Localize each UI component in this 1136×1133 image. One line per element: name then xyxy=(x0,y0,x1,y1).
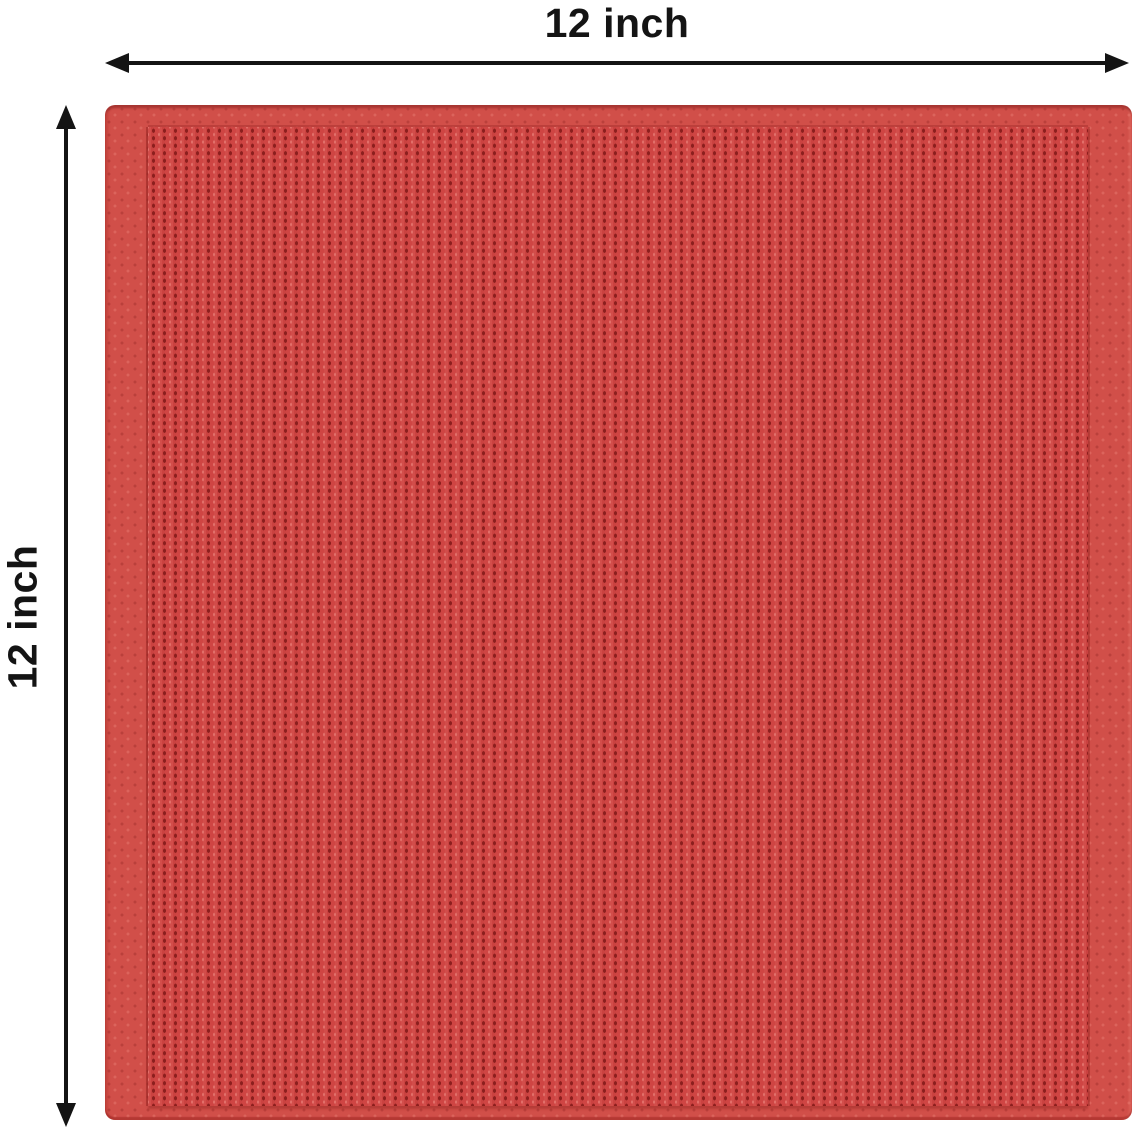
height-dimension-label: 12 inch xyxy=(0,544,46,690)
arrow-down-icon xyxy=(56,1103,76,1127)
width-dimension-arrow xyxy=(105,53,1129,73)
arrow-right-icon xyxy=(1105,53,1129,73)
arrow-left-icon xyxy=(105,53,129,73)
fabric-waffle-texture xyxy=(148,127,1088,1106)
height-dimension-line xyxy=(64,121,68,1111)
width-dimension-label: 12 inch xyxy=(544,0,690,46)
arrow-up-icon xyxy=(56,105,76,129)
height-dimension-arrow xyxy=(56,105,76,1127)
width-dimension-line xyxy=(121,61,1113,65)
fabric-swatch xyxy=(105,105,1132,1120)
